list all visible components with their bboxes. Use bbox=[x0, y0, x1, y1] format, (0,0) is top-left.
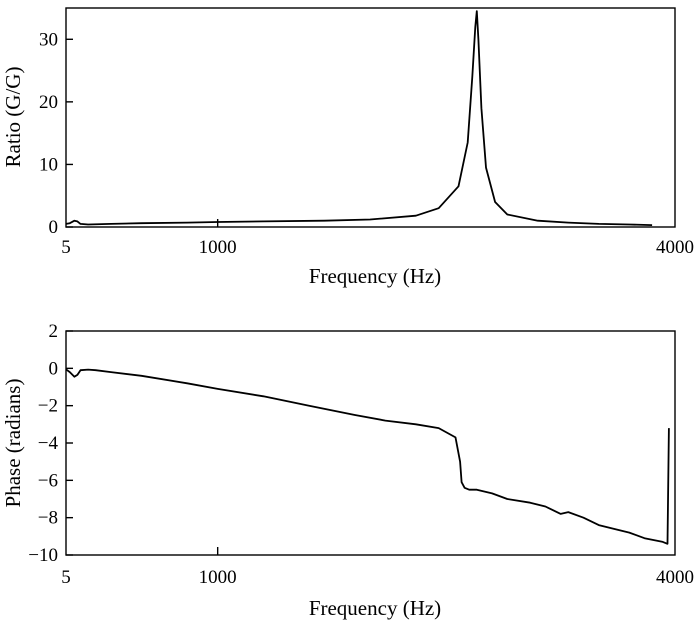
phase-chart: 2 0 −2 −4 −6 −8 −105 1000 4000 Frequency (Hz) Ph… bbox=[1, 321, 694, 620]
phase-x-axis-title: Frequency (Hz) bbox=[309, 596, 441, 620]
phase-y-tick-label: −2 bbox=[38, 396, 58, 417]
phase-x-tick-label: 5 bbox=[61, 567, 71, 588]
phase-y-tick-label: −4 bbox=[38, 433, 59, 454]
phase-y-tick-label: −6 bbox=[38, 470, 58, 491]
ratio-x-tick-label: 1000 bbox=[199, 237, 237, 258]
ratio-y-tick-label: 20 bbox=[39, 92, 58, 113]
phase-y-tick-label: 0 bbox=[49, 358, 59, 379]
ratio-x-tick-label: 5 bbox=[61, 237, 71, 258]
ratio-plot-frame bbox=[65, 7, 676, 228]
ratio-y-axis-title: Ratio (G/G) bbox=[1, 67, 25, 168]
ratio-tick-labels: 0 10 20 30 5 1000 4000 bbox=[39, 29, 694, 258]
phase-axis-ticks bbox=[66, 330, 219, 556]
phase-x-tick-label: 4000 bbox=[656, 567, 694, 588]
phase-y-tick-label: 2 bbox=[49, 321, 59, 342]
phase-y-axis-title: Phase (radians) bbox=[1, 379, 25, 508]
ratio-x-tick-label: 4000 bbox=[656, 237, 694, 258]
ratio-series-line bbox=[65, 10, 653, 226]
phase-y-tick-label: −10 bbox=[28, 545, 58, 566]
ratio-y-tick-label: 10 bbox=[39, 154, 58, 175]
ratio-y-tick-label: 0 bbox=[49, 217, 59, 238]
phase-x-tick-label: 1000 bbox=[199, 567, 237, 588]
ratio-chart: 0 10 20 30 5 1000 4000 Frequency (Hz) Ratio (G… bbox=[1, 7, 694, 288]
phase-tick-labels: 2 0 −2 −4 −6 −8 −105 1000 4000 bbox=[28, 321, 694, 588]
phase-y-tick-label: −8 bbox=[38, 508, 58, 529]
ratio-axis-ticks bbox=[66, 38, 219, 228]
phase-plot-frame bbox=[65, 330, 676, 556]
ratio-y-tick-label: 30 bbox=[39, 29, 58, 50]
phase-series-line bbox=[65, 368, 670, 545]
ratio-x-axis-title: Frequency (Hz) bbox=[309, 264, 441, 288]
